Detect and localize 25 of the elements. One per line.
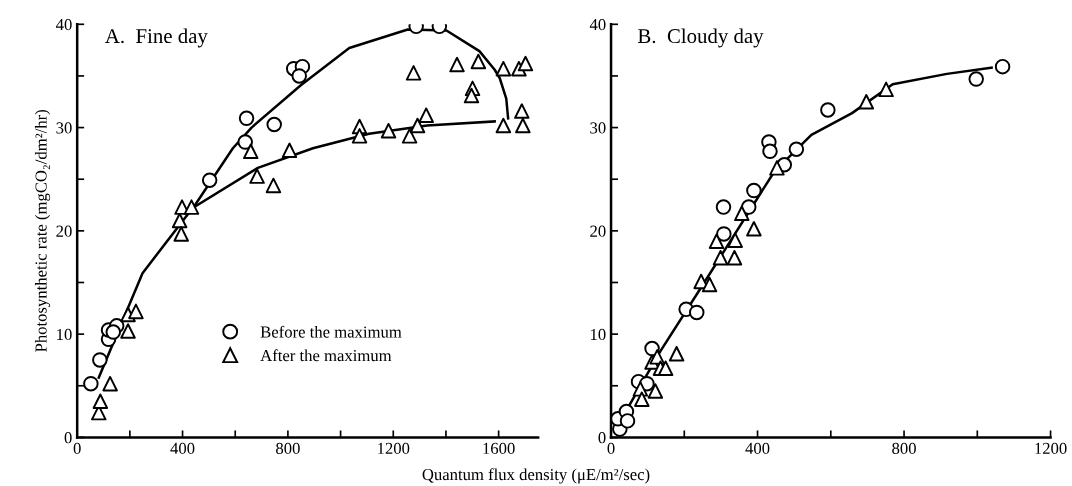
x-tick-label: 1200 bbox=[1035, 442, 1067, 454]
x-tick-label: 1200 bbox=[378, 442, 410, 454]
y-tick-label: 20 bbox=[56, 225, 72, 237]
x-tick-label: 800 bbox=[276, 442, 300, 454]
y-tick-label: 40 bbox=[589, 19, 606, 31]
y-tick-label: 30 bbox=[590, 122, 606, 134]
x-tick-label: 400 bbox=[170, 442, 195, 454]
x-tick-label: 1600 bbox=[483, 442, 515, 454]
y-tick-label: 0 bbox=[598, 432, 606, 444]
y-tick-label: 10 bbox=[57, 328, 72, 341]
y-tick-label: 40 bbox=[55, 19, 72, 31]
y-tick-label: 20 bbox=[590, 225, 606, 237]
chart-title: A. Fine day bbox=[105, 28, 208, 48]
y-tick-label: 0 bbox=[64, 432, 72, 444]
x-tick-label: 400 bbox=[745, 442, 770, 454]
x-tick-label: 800 bbox=[892, 442, 916, 454]
y-tick-label: 30 bbox=[56, 122, 72, 134]
x-tick-label: 0 bbox=[73, 442, 81, 454]
x-axis-title: Quantum flux density (μE/m²/sec) bbox=[422, 468, 650, 484]
legend-label: Before the maximum bbox=[260, 325, 402, 338]
y-axis-title: Photosynthetic rate (mgCO₂/dm²/hr) bbox=[34, 109, 51, 352]
y-tick-label: 10 bbox=[590, 328, 606, 341]
chart-title: B. Cloudy day bbox=[638, 28, 764, 48]
x-tick-label: 0 bbox=[607, 442, 615, 454]
legend-label: After the maximum bbox=[260, 349, 392, 362]
